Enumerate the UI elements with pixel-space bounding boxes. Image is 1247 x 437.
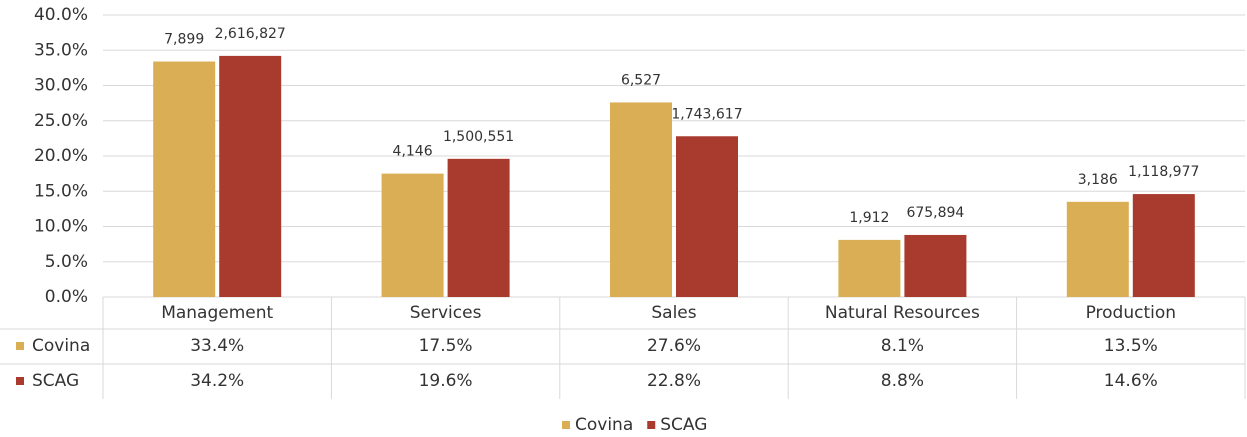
table-value: 17.5% — [419, 336, 473, 356]
y-tick-label: 20.0% — [34, 146, 88, 166]
table-value: 27.6% — [647, 336, 701, 356]
table-value: 19.6% — [419, 371, 473, 391]
bar — [904, 234, 967, 297]
table-row-label: Covina — [32, 336, 90, 356]
x-tick-label: Natural Resources — [825, 303, 980, 323]
data-label: 4,146 — [393, 144, 433, 160]
y-tick-label: 10.0% — [34, 217, 88, 237]
data-label: 675,894 — [906, 205, 964, 221]
data-label: 1,743,617 — [671, 106, 742, 122]
data-label: 1,500,551 — [443, 129, 514, 145]
bar — [447, 158, 510, 297]
bar — [1132, 194, 1195, 297]
y-tick-label: 5.0% — [45, 252, 88, 272]
y-tick-label: 35.0% — [34, 40, 88, 60]
y-tick-label: 40.0% — [34, 5, 88, 25]
y-tick-label: 15.0% — [34, 181, 88, 201]
data-label: 1,118,977 — [1128, 164, 1199, 180]
table-value: 33.4% — [190, 336, 244, 356]
table-value: 8.1% — [881, 336, 924, 356]
table-value: 13.5% — [1104, 336, 1158, 356]
x-tick-label: Services — [410, 303, 482, 323]
x-tick-label: Management — [161, 303, 273, 323]
data-label: 2,616,827 — [215, 26, 286, 42]
table-value: 14.6% — [1104, 371, 1158, 391]
data-label: 1,912 — [849, 210, 889, 226]
bar — [381, 173, 444, 297]
table-key — [16, 377, 24, 385]
table-value: 8.8% — [881, 371, 924, 391]
legend-label: SCAG — [660, 415, 707, 435]
bar — [610, 102, 672, 297]
bar — [219, 55, 282, 297]
table-row-label: SCAG — [32, 371, 79, 391]
table-value: 22.8% — [647, 371, 701, 391]
data-label: 3,186 — [1078, 172, 1118, 188]
legend-key — [647, 421, 656, 429]
bar — [153, 61, 216, 297]
bar — [838, 239, 901, 297]
bar — [676, 136, 738, 297]
data-label: 6,527 — [621, 72, 661, 88]
bar — [1066, 201, 1129, 297]
y-tick-label: 25.0% — [34, 111, 88, 131]
table-value: 34.2% — [190, 371, 244, 391]
x-tick-label: Production — [1086, 303, 1176, 323]
y-tick-label: 0.0% — [45, 287, 88, 307]
x-tick-label: Sales — [651, 303, 696, 323]
y-tick-label: 30.0% — [34, 76, 88, 96]
legend-key — [562, 421, 570, 429]
data-label: 7,899 — [164, 32, 204, 48]
table-key — [16, 342, 24, 350]
legend-label: Covina — [575, 415, 633, 435]
